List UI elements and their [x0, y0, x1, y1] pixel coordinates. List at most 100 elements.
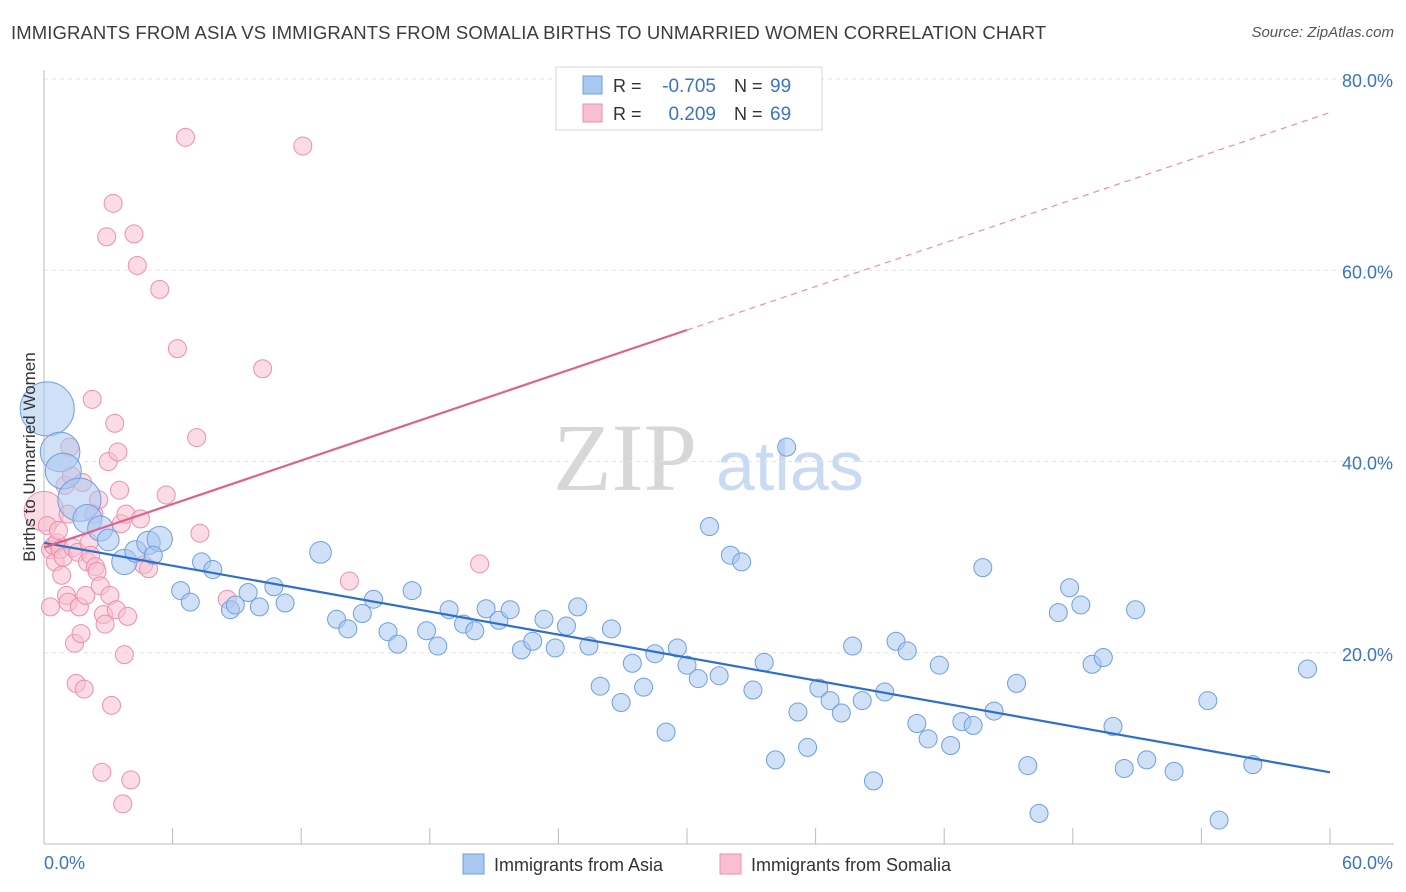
somalia-point [470, 554, 490, 574]
asia-point [203, 560, 223, 580]
legend-somalia-r-label: R = [613, 104, 642, 124]
asia-point [667, 638, 687, 658]
asia-point [700, 517, 720, 537]
legend-somalia-r-value: 0.209 [668, 104, 716, 125]
somalia-points [23, 127, 490, 814]
somalia-point [74, 679, 94, 699]
asia-point [568, 597, 588, 617]
asia-point [1007, 673, 1027, 693]
asia-point [929, 655, 949, 675]
asia-point [918, 729, 938, 749]
somalia-point [190, 523, 210, 543]
asia-point [1164, 761, 1184, 781]
somalia-point [121, 770, 141, 790]
series-legend-swatch-somalia [719, 853, 742, 875]
watermark: ZIP atlas [553, 404, 864, 511]
asia-point [688, 669, 708, 689]
somalia-point [108, 442, 128, 462]
somalia-point [187, 428, 207, 448]
asia-point [656, 722, 676, 742]
somalia-point [114, 645, 134, 665]
asia-point [634, 677, 654, 697]
asia-point [798, 737, 818, 757]
x-tick-label-min: 0.0% [44, 853, 85, 873]
asia-point [523, 631, 543, 651]
asia-point [677, 655, 697, 675]
asia-point [417, 621, 437, 641]
correlation-legend: R = -0.705 N = 99 R = 0.209 N = 69 [555, 66, 823, 131]
asia-point [364, 589, 384, 609]
asia-point [97, 528, 120, 552]
y-tick-label: 20.0% [1342, 645, 1393, 665]
asia-point [180, 592, 200, 612]
asia-point [1071, 595, 1091, 615]
asia-point [275, 593, 295, 613]
asia-points [19, 381, 1317, 830]
somalia-point [127, 255, 147, 275]
series-legend-swatch-asia [462, 853, 485, 875]
watermark-zip: ZIP [553, 404, 697, 511]
somalia-point [82, 389, 102, 409]
somalia-point [48, 520, 68, 540]
asia-point [476, 599, 496, 619]
asia-point [590, 676, 610, 696]
somalia-point [102, 695, 122, 715]
chart-title: IMMIGRANTS FROM ASIA VS IMMIGRANTS FROM … [11, 22, 1047, 43]
asia-point [1048, 603, 1068, 623]
series-legend: Immigrants from Asia Immigrants from Som… [462, 853, 952, 875]
asia-point [732, 552, 752, 572]
asia-point [941, 736, 961, 756]
somalia-point [124, 224, 144, 244]
asia-point [1137, 750, 1157, 770]
asia-point [765, 750, 785, 770]
asia-point [225, 595, 245, 615]
asia-point [611, 692, 631, 712]
y-tick-label: 80.0% [1342, 71, 1393, 91]
legend-asia-n-label: N = [734, 76, 763, 96]
asia-point [428, 636, 448, 656]
legend-asia-r-label: R = [613, 76, 642, 96]
asia-point [743, 680, 763, 700]
asia-point [338, 619, 358, 639]
series-legend-label-somalia: Immigrants from Somalia [751, 855, 952, 875]
asia-point [143, 545, 163, 565]
asia-point [709, 666, 729, 686]
asia-point [831, 703, 851, 723]
somalia-point [113, 794, 133, 814]
somalia-point [105, 413, 125, 433]
somalia-trendline [43, 328, 688, 549]
asia-point [777, 437, 797, 457]
somalia-point [167, 339, 187, 359]
asia-point [534, 609, 554, 629]
asia-point [1114, 758, 1134, 778]
asia-point [402, 581, 422, 601]
asia-point [809, 678, 829, 698]
y-tick-label: 40.0% [1342, 454, 1393, 474]
asia-point [897, 641, 917, 661]
somalia-point [339, 571, 359, 591]
asia-point [388, 634, 408, 654]
legend-somalia-n-value: 69 [770, 104, 791, 125]
asia-point [852, 691, 872, 711]
trendlines [43, 111, 1331, 774]
x-axis-ticks [43, 828, 1331, 844]
somalia-point [103, 193, 123, 213]
somalia-point [118, 606, 138, 626]
asia-point [1209, 810, 1229, 830]
asia-point [1297, 659, 1317, 679]
asia-point [556, 616, 576, 636]
asia-point [264, 577, 284, 597]
asia-point [465, 621, 485, 641]
somalia-point [76, 585, 96, 605]
asia-point [1029, 803, 1049, 823]
legend-somalia-n-label: N = [734, 104, 763, 124]
gridlines [44, 78, 1394, 654]
asia-point [963, 715, 983, 735]
y-tick-label: 60.0% [1342, 262, 1393, 282]
legend-swatch-somalia [582, 103, 603, 123]
asia-point [545, 638, 565, 658]
somalia-point [175, 127, 195, 147]
series-legend-label-asia: Immigrants from Asia [494, 855, 664, 875]
asia-point [500, 600, 520, 620]
